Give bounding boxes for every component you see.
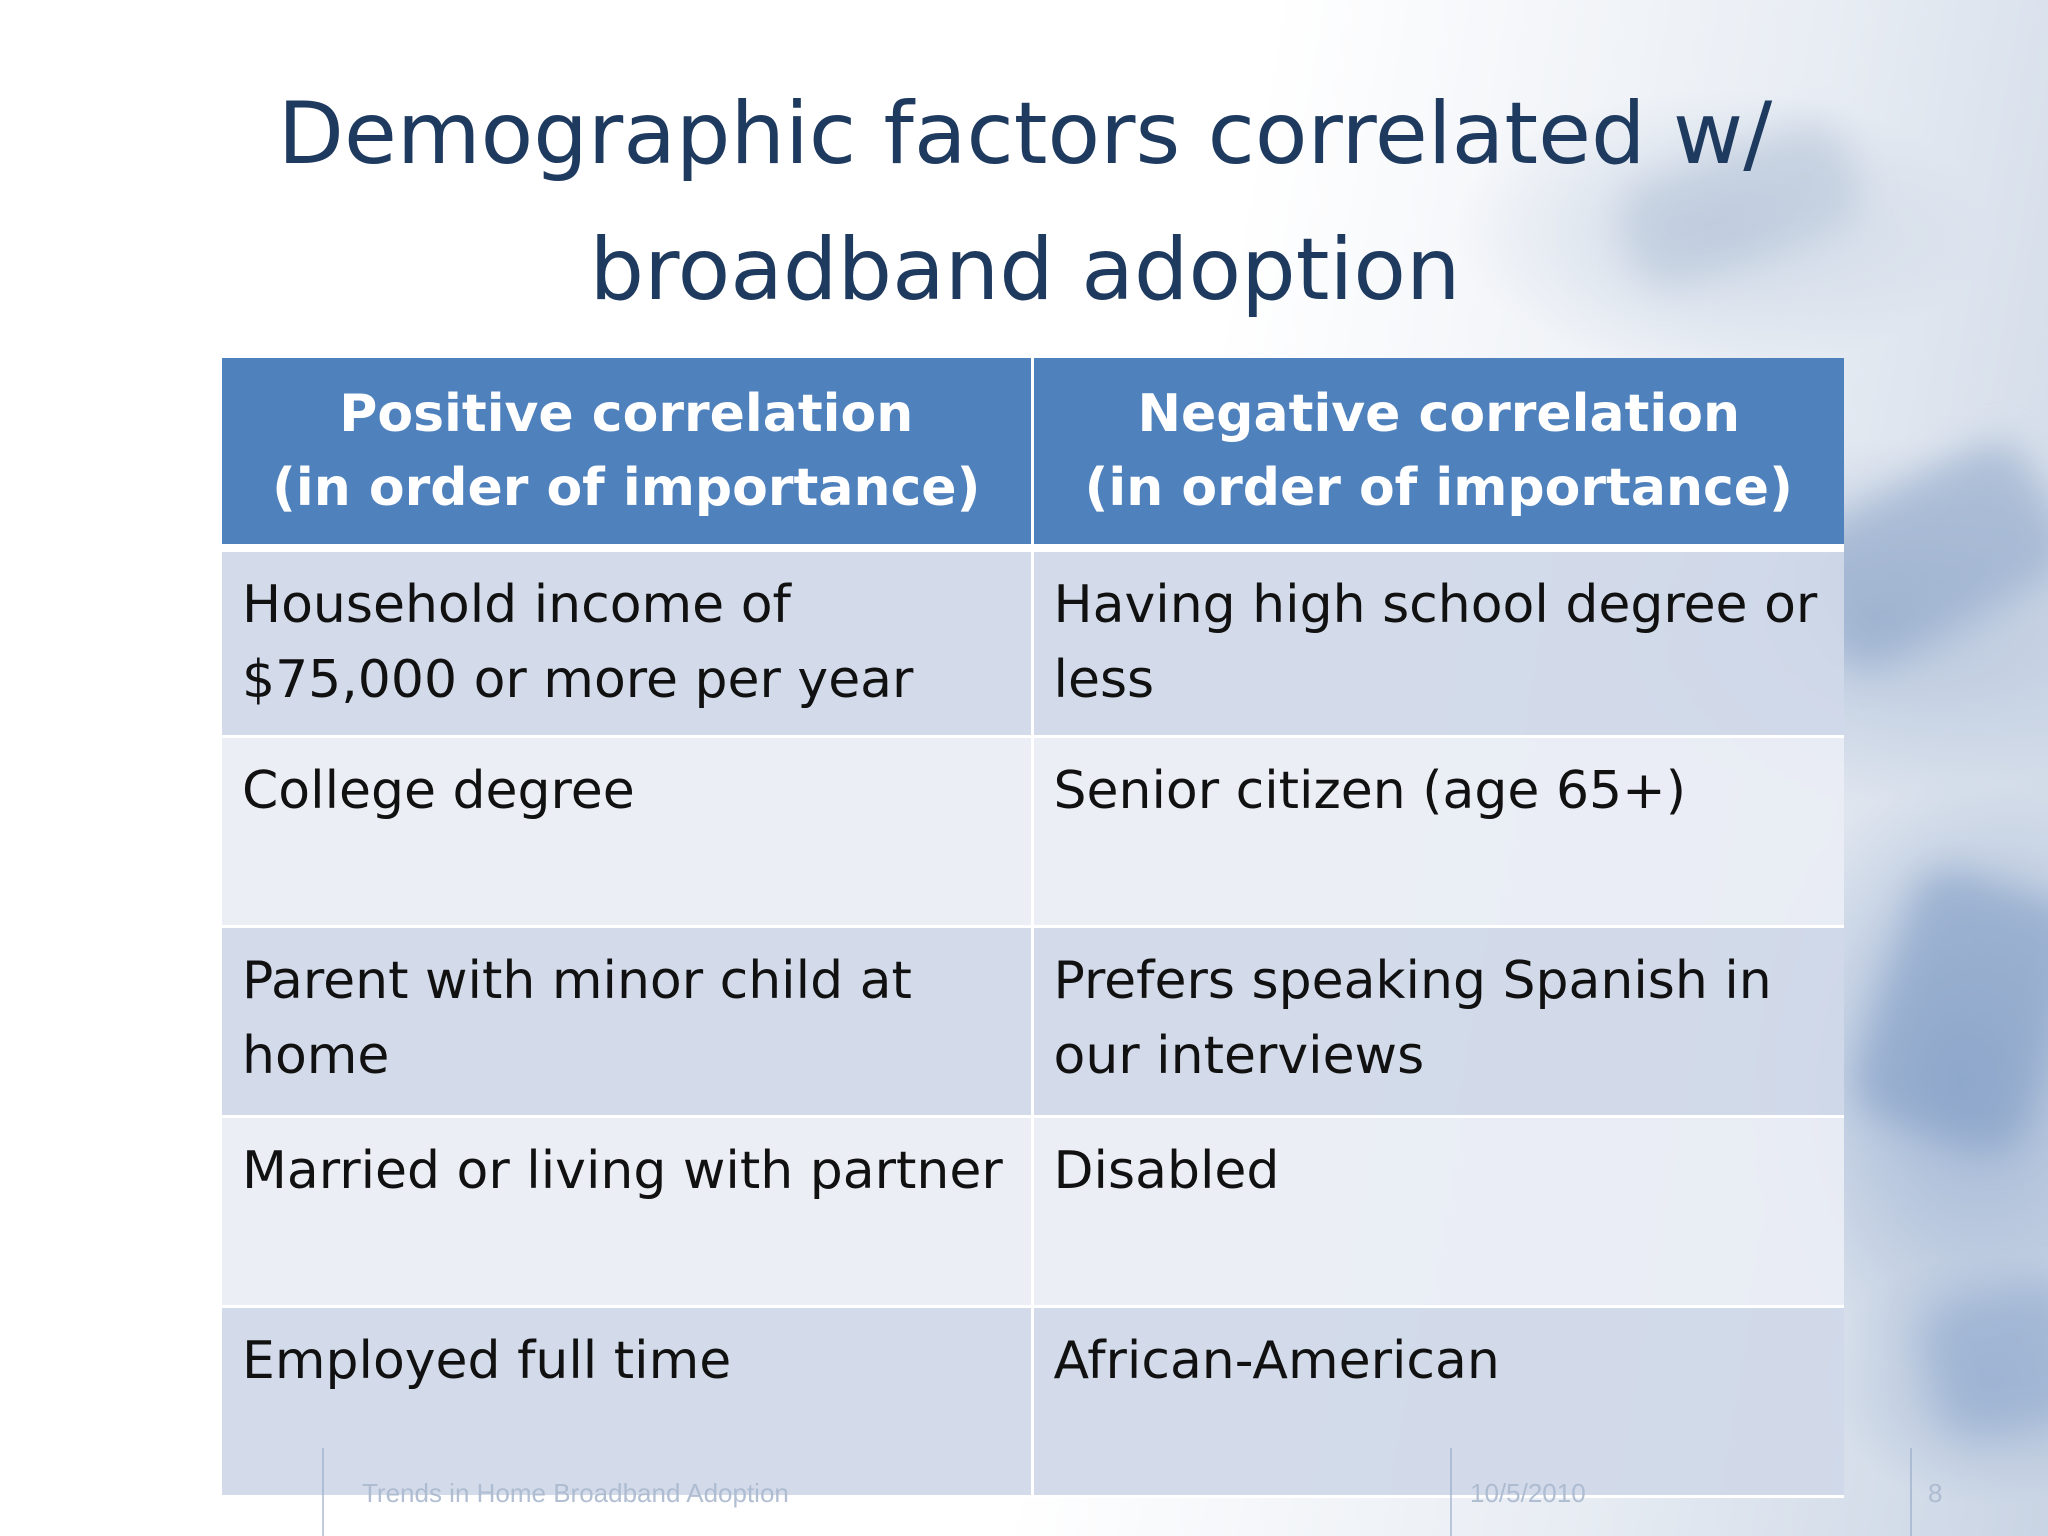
- table-row: Household income of $75,000 or more per …: [222, 548, 1844, 738]
- positive-factor-cell: College degree: [222, 736, 1034, 928]
- slide-title-line2: broadband adoption: [589, 220, 1461, 320]
- header-label: Negative correlation: [1137, 384, 1741, 444]
- slide-title: Demographic factors correlated w/ broadb…: [160, 66, 1890, 338]
- negative-factor-cell: Disabled: [1032, 1116, 1844, 1308]
- positive-correlation-header: Positive correlation (in order of import…: [222, 358, 1034, 552]
- header-sublabel: (in order of importance): [272, 458, 981, 518]
- footer-date: 10/5/2010: [1470, 1478, 1586, 1508]
- header-label: Positive correlation: [339, 384, 914, 444]
- table-row: College degree Senior citizen (age 65+): [222, 736, 1844, 928]
- footer-divider: [322, 1448, 324, 1536]
- table-row: Married or living with partner Disabled: [222, 1116, 1844, 1308]
- positive-factor-cell: Employed full time: [222, 1306, 1034, 1498]
- table-row: Employed full time African-American: [222, 1306, 1844, 1498]
- positive-factor-cell: Household income of $75,000 or more per …: [222, 548, 1034, 738]
- header-sublabel: (in order of importance): [1084, 458, 1793, 518]
- negative-factor-cell: Having high school degree or less: [1032, 548, 1844, 738]
- footer-presentation-title: Trends in Home Broadband Adoption: [362, 1478, 789, 1508]
- negative-factor-cell: African-American: [1032, 1306, 1844, 1498]
- slide-title-line1: Demographic factors correlated w/: [277, 84, 1773, 184]
- background-shape: [1917, 1274, 2048, 1446]
- correlation-table: Positive correlation (in order of import…: [222, 358, 1844, 1498]
- footer-divider: [1450, 1448, 1452, 1536]
- positive-factor-cell: Married or living with partner: [222, 1116, 1034, 1308]
- positive-factor-cell: Parent with minor child at home: [222, 926, 1034, 1118]
- negative-correlation-header: Negative correlation (in order of import…: [1032, 358, 1844, 552]
- background-shape: [1844, 858, 2048, 1162]
- table-row: Parent with minor child at home Prefers …: [222, 926, 1844, 1118]
- negative-factor-cell: Prefers speaking Spanish in our intervie…: [1032, 926, 1844, 1118]
- footer-page-number: 8: [1928, 1478, 1943, 1508]
- negative-factor-cell: Senior citizen (age 65+): [1032, 736, 1844, 928]
- table-header-row: Positive correlation (in order of import…: [222, 358, 1844, 552]
- footer-divider: [1910, 1448, 1912, 1536]
